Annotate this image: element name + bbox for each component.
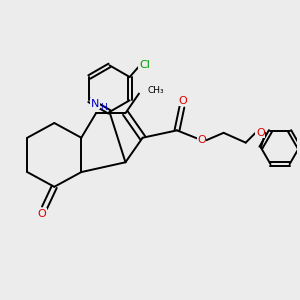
Text: O: O: [179, 96, 188, 106]
Text: H: H: [100, 103, 107, 112]
Text: O: O: [256, 128, 265, 138]
Text: Cl: Cl: [139, 60, 150, 70]
Text: CH₃: CH₃: [148, 86, 164, 95]
Text: N: N: [91, 99, 99, 109]
Text: O: O: [38, 209, 46, 219]
Text: O: O: [197, 135, 206, 145]
